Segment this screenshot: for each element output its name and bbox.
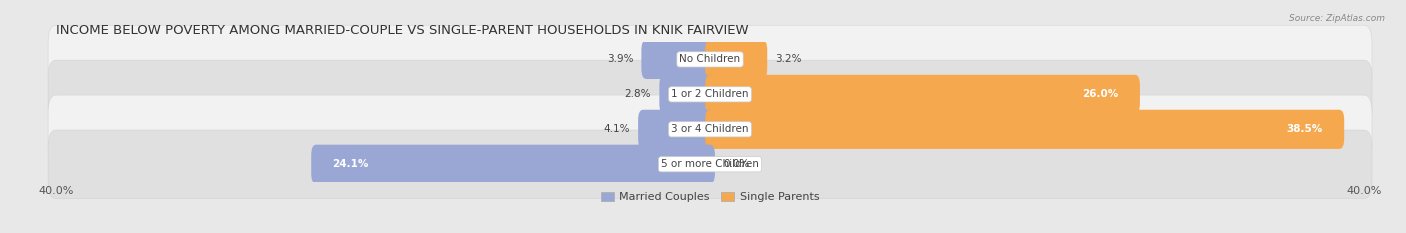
Text: No Children: No Children xyxy=(679,55,741,64)
FancyBboxPatch shape xyxy=(48,60,1372,129)
Text: 3.9%: 3.9% xyxy=(607,55,633,64)
Text: 26.0%: 26.0% xyxy=(1083,89,1119,99)
FancyBboxPatch shape xyxy=(706,110,1344,149)
Text: 5 or more Children: 5 or more Children xyxy=(661,159,759,169)
Legend: Married Couples, Single Parents: Married Couples, Single Parents xyxy=(596,188,824,207)
FancyBboxPatch shape xyxy=(311,145,714,184)
Text: 0.0%: 0.0% xyxy=(723,159,749,169)
FancyBboxPatch shape xyxy=(48,95,1372,164)
Text: 3.2%: 3.2% xyxy=(776,55,801,64)
FancyBboxPatch shape xyxy=(48,130,1372,199)
Text: INCOME BELOW POVERTY AMONG MARRIED-COUPLE VS SINGLE-PARENT HOUSEHOLDS IN KNIK FA: INCOME BELOW POVERTY AMONG MARRIED-COUPL… xyxy=(56,24,749,37)
Text: 2.8%: 2.8% xyxy=(624,89,651,99)
FancyBboxPatch shape xyxy=(706,40,768,79)
FancyBboxPatch shape xyxy=(638,110,714,149)
FancyBboxPatch shape xyxy=(706,75,1140,114)
Text: 24.1%: 24.1% xyxy=(332,159,368,169)
FancyBboxPatch shape xyxy=(48,25,1372,94)
Text: 1 or 2 Children: 1 or 2 Children xyxy=(671,89,749,99)
FancyBboxPatch shape xyxy=(641,40,714,79)
Text: 38.5%: 38.5% xyxy=(1286,124,1323,134)
Text: 4.1%: 4.1% xyxy=(603,124,630,134)
FancyBboxPatch shape xyxy=(659,75,714,114)
Text: Source: ZipAtlas.com: Source: ZipAtlas.com xyxy=(1289,14,1385,23)
Text: 3 or 4 Children: 3 or 4 Children xyxy=(671,124,749,134)
